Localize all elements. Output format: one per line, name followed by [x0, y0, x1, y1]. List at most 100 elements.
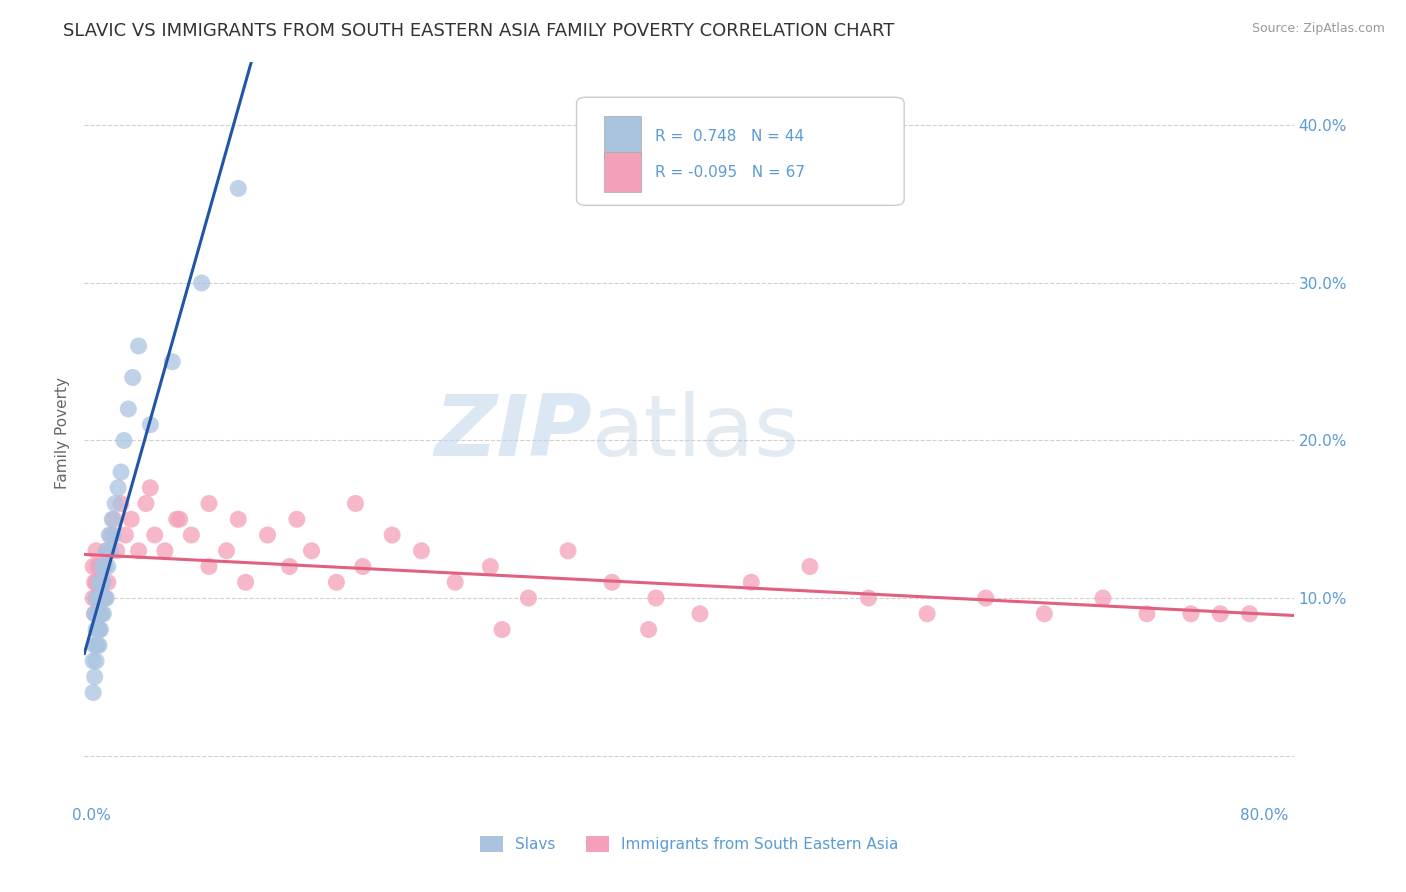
Point — [86, 559, 108, 574]
Text: R =  0.748   N = 44: R = 0.748 N = 44 — [655, 129, 804, 144]
Point — [98, 528, 121, 542]
Point — [96, 543, 118, 558]
Point — [215, 543, 238, 558]
Point — [301, 543, 323, 558]
Point — [1033, 607, 1056, 621]
Point — [278, 559, 301, 574]
Point — [87, 591, 110, 605]
Point — [83, 670, 105, 684]
Point — [87, 575, 110, 590]
Point — [162, 355, 184, 369]
Point — [103, 512, 125, 526]
Point — [110, 465, 132, 479]
FancyBboxPatch shape — [605, 152, 641, 193]
Point — [198, 559, 221, 574]
Point — [153, 543, 176, 558]
FancyBboxPatch shape — [605, 116, 641, 157]
Point — [112, 434, 135, 448]
Point — [93, 607, 115, 621]
Point — [82, 591, 104, 605]
Point — [352, 559, 374, 574]
FancyBboxPatch shape — [576, 97, 904, 205]
Y-axis label: Family Poverty: Family Poverty — [55, 376, 70, 489]
Point — [235, 575, 257, 590]
Text: ZIP: ZIP — [434, 391, 592, 475]
Point — [974, 591, 997, 605]
Point — [166, 512, 188, 526]
Point — [97, 575, 120, 590]
Point — [89, 575, 111, 590]
Point — [226, 512, 249, 526]
Point — [915, 607, 938, 621]
Point — [198, 496, 221, 510]
Point — [87, 638, 110, 652]
Point — [100, 528, 122, 542]
Point — [82, 559, 104, 574]
Text: Source: ZipAtlas.com: Source: ZipAtlas.com — [1251, 22, 1385, 36]
Point — [689, 607, 711, 621]
Point — [517, 591, 540, 605]
Point — [169, 512, 191, 526]
Point — [100, 543, 122, 558]
Point — [444, 575, 467, 590]
Point — [226, 181, 249, 195]
Point — [139, 481, 162, 495]
Point — [107, 481, 129, 495]
Point — [96, 543, 118, 558]
Point — [491, 623, 513, 637]
Point — [411, 543, 433, 558]
Point — [94, 591, 117, 605]
Point — [86, 607, 108, 621]
Point — [1239, 607, 1261, 621]
Point — [93, 559, 115, 574]
Point — [128, 543, 150, 558]
Point — [86, 638, 108, 652]
Point — [84, 543, 107, 558]
Point — [1209, 607, 1232, 621]
Point — [91, 591, 114, 605]
Point — [93, 575, 115, 590]
Point — [114, 528, 136, 542]
Point — [103, 528, 125, 542]
Point — [87, 623, 110, 637]
Point — [190, 276, 212, 290]
Point — [740, 575, 762, 590]
Point — [83, 607, 105, 621]
Text: atlas: atlas — [592, 391, 800, 475]
Point — [91, 559, 114, 574]
Point — [84, 591, 107, 605]
Point — [91, 575, 114, 590]
Point — [82, 685, 104, 699]
Legend: Slavs, Immigrants from South Eastern Asia: Slavs, Immigrants from South Eastern Asi… — [474, 830, 904, 858]
Point — [82, 654, 104, 668]
Point — [83, 638, 105, 652]
Point — [87, 623, 110, 637]
Point — [135, 496, 157, 510]
Point — [117, 402, 139, 417]
Point — [645, 591, 668, 605]
Text: R = -0.095   N = 67: R = -0.095 N = 67 — [655, 164, 806, 179]
Point — [139, 417, 162, 432]
Point — [1136, 607, 1159, 621]
Text: SLAVIC VS IMMIGRANTS FROM SOUTH EASTERN ASIA FAMILY POVERTY CORRELATION CHART: SLAVIC VS IMMIGRANTS FROM SOUTH EASTERN … — [63, 22, 894, 40]
Point — [83, 575, 105, 590]
Point — [1091, 591, 1114, 605]
Point — [600, 575, 623, 590]
Point — [89, 623, 111, 637]
Point — [799, 559, 821, 574]
Point — [86, 623, 108, 637]
Point — [381, 528, 404, 542]
Point — [104, 496, 127, 510]
Point — [84, 575, 107, 590]
Point — [89, 559, 111, 574]
Point — [120, 512, 142, 526]
Point — [858, 591, 880, 605]
Point — [84, 638, 107, 652]
Point — [110, 496, 132, 510]
Point — [1180, 607, 1202, 621]
Point — [91, 607, 114, 621]
Point — [128, 339, 150, 353]
Point — [84, 623, 107, 637]
Point — [479, 559, 502, 574]
Point — [256, 528, 278, 542]
